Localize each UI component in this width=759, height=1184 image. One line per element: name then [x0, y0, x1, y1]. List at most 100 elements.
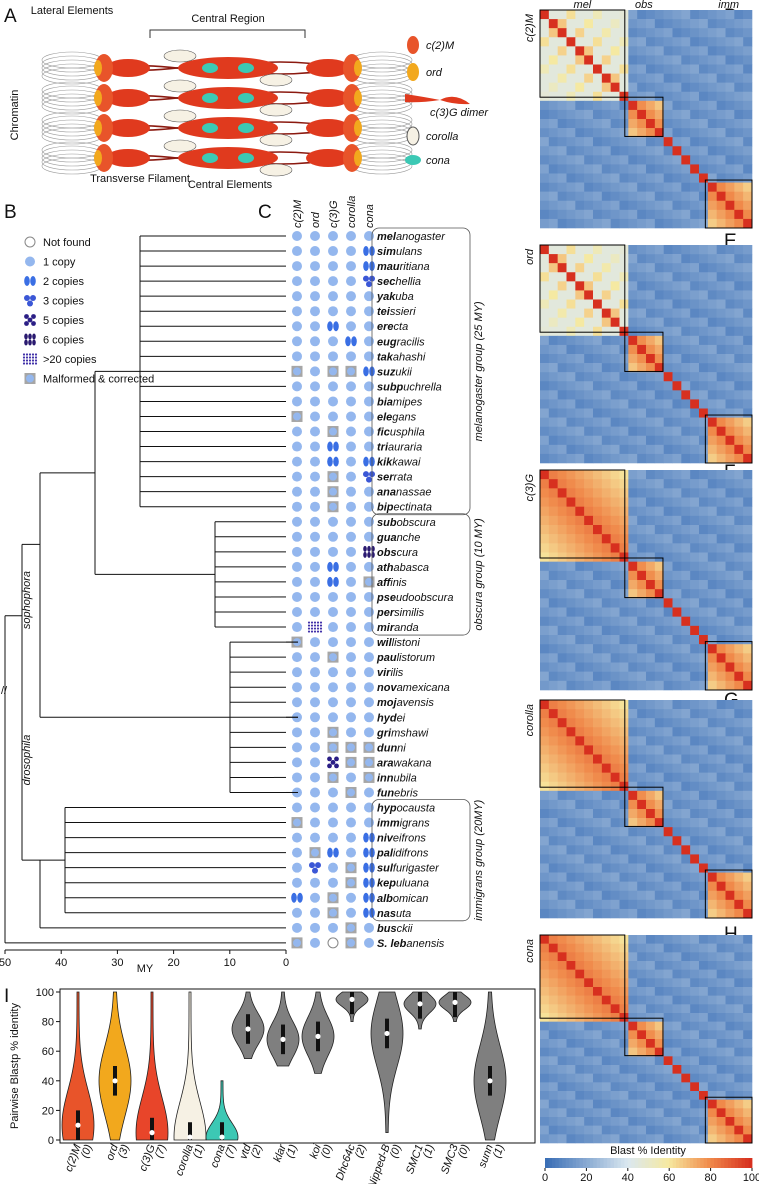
heatmap-cell [646, 245, 656, 255]
heatmap-cell [601, 534, 611, 544]
heatmap-cell [654, 995, 664, 1005]
corolla [163, 139, 197, 153]
heatmap-cell [681, 46, 691, 56]
heatmap-cell [734, 254, 744, 264]
heatmap-cell [743, 1047, 753, 1057]
icon-part [346, 396, 356, 407]
icon-part [310, 637, 320, 648]
heatmap-cell [637, 1013, 647, 1022]
copy-icon [346, 351, 356, 362]
heatmap-cell [566, 73, 576, 83]
heatmap-cell [575, 119, 585, 129]
copy-icon [310, 381, 320, 392]
copy-icon [310, 336, 320, 347]
heatmap-cell [593, 809, 603, 819]
count-label: (0) [79, 1143, 95, 1160]
heatmap-cell [716, 763, 726, 773]
heatmap-cell [593, 680, 603, 691]
heatmap-cell [619, 28, 629, 38]
heatmap-cell [699, 381, 709, 391]
heatmap-cell [699, 1013, 709, 1022]
colorbar-cell [624, 1158, 629, 1168]
heatmap-cell [654, 570, 664, 581]
heatmap-cell [548, 1065, 558, 1074]
heatmap-cell [690, 709, 700, 719]
heatmap-cell [699, 363, 709, 373]
heatmap-cell [654, 28, 664, 38]
icon-part [310, 627, 314, 630]
heatmap-cell [681, 64, 691, 74]
heatmap-cell [637, 809, 647, 819]
heatmap-cell [725, 552, 735, 562]
heatmap-cell [601, 435, 611, 446]
heatmap-cell [663, 607, 673, 617]
heatmap-cell [619, 616, 629, 627]
legend-swatch [406, 126, 420, 146]
heatmap-cell [566, 653, 576, 663]
heatmap-cell [646, 137, 656, 147]
heatmap-cell [654, 772, 664, 783]
heatmap-cell [743, 899, 753, 910]
heatmap-cell [575, 1047, 585, 1057]
heatmap-cell [619, 453, 629, 464]
heatmap-cell [725, 736, 735, 746]
heatmap-cell [548, 653, 558, 663]
copy-icon [310, 291, 320, 302]
heatmap-cell [699, 754, 709, 764]
heatmap-cell [557, 19, 567, 29]
heatmap-cell [734, 444, 744, 455]
heatmap-cell [540, 943, 550, 953]
heatmap-cell [540, 290, 550, 300]
species-rest: igrans [400, 818, 430, 830]
heatmap-cell [725, 754, 735, 764]
heatmap-cell [646, 1073, 656, 1083]
heatmap-cell [707, 245, 717, 255]
heatmap-cell [707, 119, 717, 129]
violin-iqr [220, 1122, 224, 1140]
heatmap-cell [681, 781, 691, 792]
heatmap-cell [699, 644, 709, 654]
heatmap-cell [540, 736, 550, 746]
heatmap-cell [628, 1099, 638, 1109]
heatmap-cell [548, 164, 558, 174]
heatmap-cell [663, 191, 673, 202]
count-label: (1) [421, 1143, 437, 1160]
heatmap-cell [566, 1039, 576, 1048]
heatmap-cell [743, 598, 753, 608]
icon-part [365, 773, 373, 782]
heatmap-cell [707, 82, 717, 93]
heatmap-cell [601, 1056, 611, 1066]
icon-part [31, 314, 36, 319]
ord [354, 90, 362, 106]
heatmap-cell [575, 515, 585, 526]
heatmap-cell [619, 64, 629, 74]
heatmap-cell [593, 506, 603, 517]
heatmap-cell [575, 19, 585, 29]
copy-icon [24, 295, 36, 307]
heatmap-cell [663, 1065, 673, 1074]
heatmap-cell [663, 995, 673, 1005]
heatmap-cell [593, 64, 603, 74]
heatmap-cell [654, 263, 664, 273]
heatmap-cell [743, 326, 753, 337]
count-label: (7) [223, 1143, 239, 1160]
heatmap-cell [601, 470, 611, 480]
heatmap-cell [699, 561, 709, 572]
species-bold: mir [377, 622, 395, 634]
heatmap-cell [566, 1108, 576, 1118]
icon-part [310, 922, 320, 933]
heatmap-cell [584, 525, 594, 535]
copy-icon [328, 712, 338, 723]
heatmap-cell [654, 497, 664, 507]
species-bold: pal [376, 848, 394, 860]
heatmap-cell [672, 616, 682, 627]
heatmap-cell [672, 426, 682, 437]
heatmap-cell [575, 399, 585, 409]
heatmap-cell [725, 326, 735, 337]
cona [202, 93, 218, 103]
heatmap-cell [593, 497, 603, 507]
icon-part [292, 607, 302, 617]
heatmap-cell [681, 1108, 691, 1118]
heatmap-cell [548, 718, 558, 728]
copy-icon [310, 426, 320, 437]
